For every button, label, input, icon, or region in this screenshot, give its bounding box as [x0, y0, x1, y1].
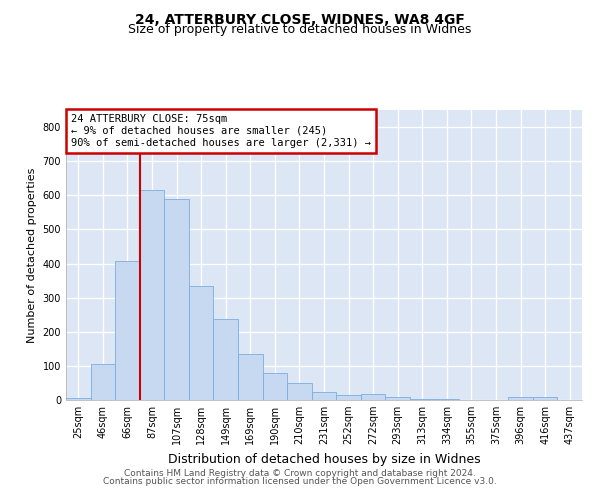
Bar — [336, 395, 361, 400]
Text: 24 ATTERBURY CLOSE: 75sqm
← 9% of detached houses are smaller (245)
90% of semi-: 24 ATTERBURY CLOSE: 75sqm ← 9% of detach… — [71, 114, 371, 148]
Text: Size of property relative to detached houses in Widnes: Size of property relative to detached ho… — [128, 22, 472, 36]
Bar — [361, 394, 385, 400]
Bar — [287, 382, 312, 400]
Bar — [115, 261, 140, 400]
Bar — [214, 319, 238, 400]
Bar — [91, 364, 115, 400]
Text: Contains public sector information licensed under the Open Government Licence v3: Contains public sector information licen… — [103, 477, 497, 486]
Y-axis label: Number of detached properties: Number of detached properties — [27, 168, 37, 342]
Bar — [66, 398, 91, 400]
Bar — [263, 373, 287, 400]
Bar — [238, 354, 263, 400]
Bar — [164, 198, 189, 400]
Bar — [533, 397, 557, 400]
Bar — [410, 398, 434, 400]
Text: Contains HM Land Registry data © Crown copyright and database right 2024.: Contains HM Land Registry data © Crown c… — [124, 468, 476, 477]
Bar — [189, 286, 214, 400]
Bar — [508, 397, 533, 400]
X-axis label: Distribution of detached houses by size in Widnes: Distribution of detached houses by size … — [167, 452, 481, 466]
Bar — [140, 190, 164, 400]
Bar — [312, 392, 336, 400]
Text: 24, ATTERBURY CLOSE, WIDNES, WA8 4GF: 24, ATTERBURY CLOSE, WIDNES, WA8 4GF — [135, 12, 465, 26]
Bar — [385, 398, 410, 400]
